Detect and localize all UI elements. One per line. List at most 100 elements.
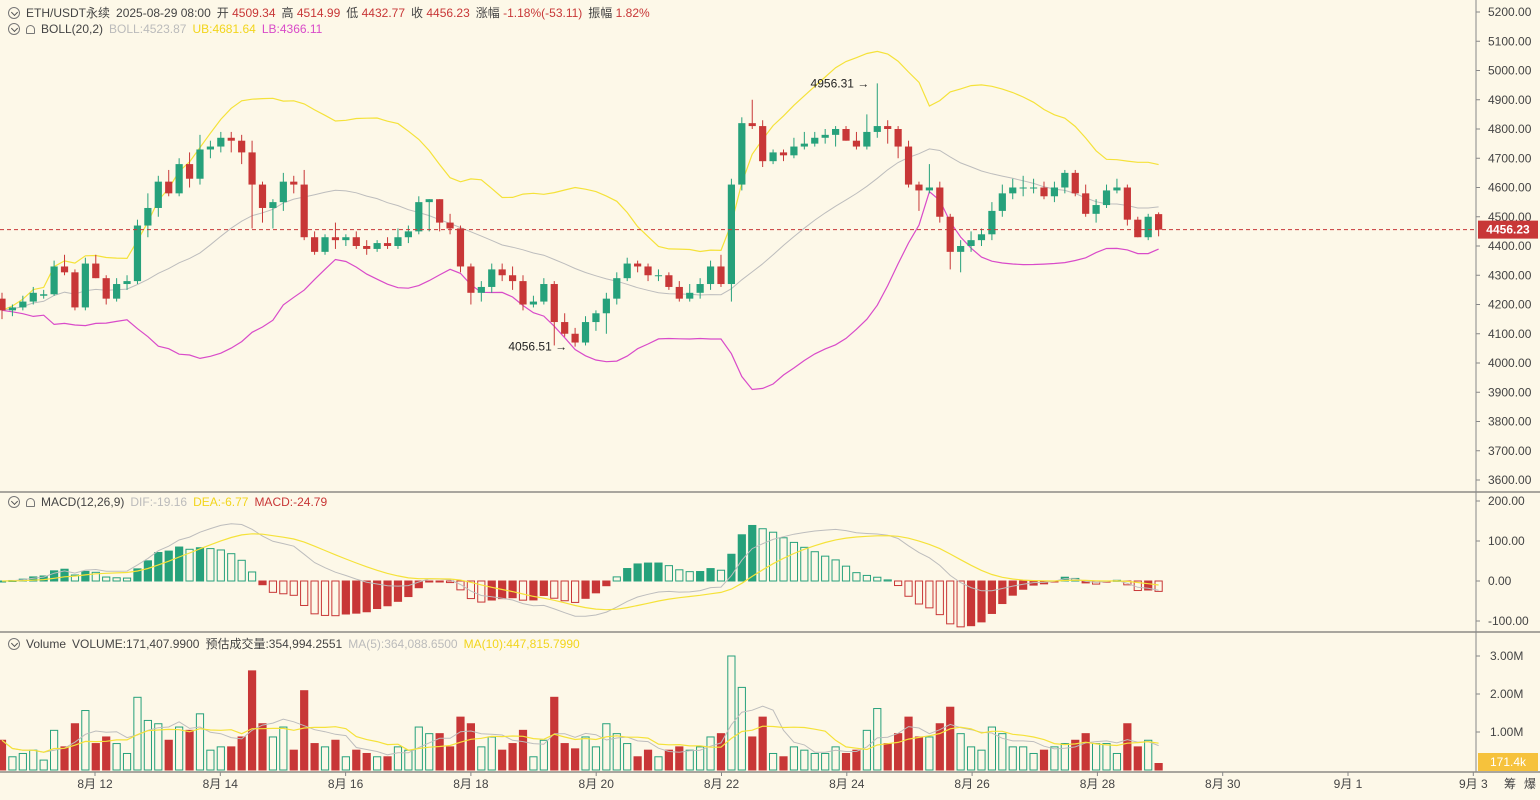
candle-body xyxy=(602,298,610,314)
macd-histogram-bar xyxy=(612,576,621,582)
volume-bar xyxy=(831,746,840,771)
collapse-icon[interactable] xyxy=(8,23,20,35)
volume-bar xyxy=(508,743,517,771)
bell-icon[interactable] xyxy=(26,497,35,507)
candle-body xyxy=(1134,219,1142,238)
dif-value: DIF:-19.16 xyxy=(130,495,188,509)
volume-bar xyxy=(862,729,871,771)
volume-bar xyxy=(623,743,632,771)
candle-body xyxy=(759,126,767,162)
candle-body xyxy=(508,275,517,282)
macd-histogram-bar xyxy=(571,580,580,603)
macd-histogram-bar xyxy=(206,548,215,582)
volume-bar xyxy=(435,733,444,771)
candle-body xyxy=(1155,214,1163,230)
volume-bar xyxy=(643,749,653,771)
macd-histogram-bar xyxy=(581,580,590,599)
x-tick-label: 8月 18 xyxy=(453,777,489,791)
volume-bar xyxy=(425,733,434,771)
candle-body xyxy=(258,184,267,208)
macd-histogram-bar xyxy=(352,580,361,614)
grid xyxy=(0,0,1540,773)
symbol-label: ETH/USDT永续 xyxy=(26,6,111,20)
candle-body xyxy=(81,263,89,308)
macd-value: MACD:-24.79 xyxy=(254,495,328,509)
ma10-value: MA(10):447,815.7990 xyxy=(463,636,580,651)
volume-bar xyxy=(60,746,69,771)
candle-body xyxy=(717,266,725,285)
bell-icon[interactable] xyxy=(26,24,35,34)
macd-histogram-bar xyxy=(195,547,205,582)
macd-histogram-bar xyxy=(50,570,59,582)
volume-bar xyxy=(654,756,663,771)
last-volume-tag xyxy=(1478,753,1538,771)
volume-bar xyxy=(591,746,601,771)
price-tick-label: 4700.00 xyxy=(1488,151,1532,165)
macd-histogram-bar xyxy=(373,580,382,610)
collapse-icon[interactable] xyxy=(8,6,20,19)
volume-name: Volume xyxy=(26,636,67,651)
volume-bar xyxy=(810,752,819,771)
macd-histogram-bar xyxy=(362,580,371,613)
candle-body xyxy=(1092,205,1100,214)
last-price-tag-text: 4456.23 xyxy=(1486,223,1530,237)
volume-bar xyxy=(185,729,194,771)
est-volume-value: 预估成交量:354,994.2551 xyxy=(205,637,343,651)
macd-histogram-bar xyxy=(268,580,278,593)
price-tick-label: 4800.00 xyxy=(1488,122,1532,136)
price-tick-label: 4300.00 xyxy=(1488,268,1532,282)
macd-histogram-bar xyxy=(706,568,715,582)
volume-bar xyxy=(925,736,934,771)
volume-bar xyxy=(268,736,278,771)
macd-histogram-bar xyxy=(227,553,236,582)
volume-bar xyxy=(779,756,788,771)
open-value: 4509.34 xyxy=(232,6,276,20)
macd-histogram-bar xyxy=(716,569,726,582)
volume-bar xyxy=(518,729,528,771)
macd-tick-label: 0.00 xyxy=(1488,574,1512,588)
macd-histogram-bar xyxy=(320,580,330,616)
macd-histogram-bar xyxy=(602,580,611,587)
candle-body xyxy=(102,278,110,299)
candle-body xyxy=(904,146,913,185)
volume-bar xyxy=(362,752,371,771)
volume-bar xyxy=(768,752,778,771)
macd-tick-label: 200.00 xyxy=(1488,494,1525,508)
macd-histogram-bar xyxy=(435,580,444,583)
macd-histogram-bar xyxy=(654,562,663,582)
macd-histogram-bar xyxy=(185,548,194,582)
volume-bar xyxy=(247,670,257,771)
macd-histogram-bar xyxy=(393,580,403,602)
candle-body xyxy=(165,181,173,194)
volume-bar xyxy=(352,749,361,771)
candle-body xyxy=(790,146,798,156)
macd-histogram-bar xyxy=(633,563,642,582)
volume-bar xyxy=(70,723,80,771)
volume-bar xyxy=(696,746,705,771)
volume-bar xyxy=(1092,743,1101,771)
candle-body xyxy=(1009,187,1017,194)
x-tick-label: 8月 20 xyxy=(579,777,615,791)
candle-body xyxy=(196,149,204,179)
candle-body xyxy=(863,131,871,147)
macd-histogram-bar xyxy=(414,580,423,589)
collapse-icon[interactable] xyxy=(8,496,20,508)
candle-body xyxy=(123,281,131,285)
macd-histogram-bar xyxy=(279,580,288,595)
volume-bar xyxy=(8,756,17,771)
volume-bar xyxy=(894,733,903,771)
change-value: -1.18%(-53.11) xyxy=(503,6,583,20)
min-price-label: 4056.51 → xyxy=(508,340,567,354)
collapse-icon[interactable] xyxy=(8,637,20,650)
volume-bar xyxy=(393,746,403,771)
candle-body xyxy=(550,284,558,323)
macd-histogram-bar xyxy=(841,565,851,582)
candle-body xyxy=(269,202,277,208)
volume-bar xyxy=(466,723,475,771)
macd-histogram-bar xyxy=(831,559,840,582)
candle-body xyxy=(352,237,360,246)
volume-bar xyxy=(946,706,955,771)
x-tick-label: 9月 3 xyxy=(1459,777,1488,791)
